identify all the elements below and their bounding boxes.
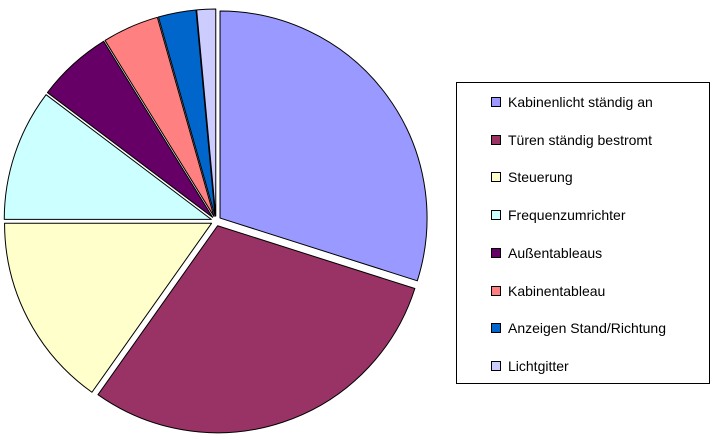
- legend-item: Anzeigen Stand/Richtung: [491, 319, 666, 337]
- legend-item: Türen ständig bestromt: [491, 131, 652, 149]
- legend-swatch: [491, 210, 501, 221]
- legend-label: Frequenzumrichter: [508, 207, 626, 224]
- legend-label: Anzeigen Stand/Richtung: [508, 320, 666, 337]
- legend-swatch: [491, 323, 501, 334]
- legend-item: Lichtgitter: [491, 357, 569, 375]
- pie-slice-8: [196, 8, 217, 217]
- pie-chart: [3, 8, 428, 434]
- pie-slice-2: [97, 225, 416, 434]
- legend-swatch: [491, 360, 501, 371]
- pie-slice-3: [4, 222, 213, 393]
- pie-slice-7: [157, 9, 216, 217]
- pie-slice-6: [104, 16, 215, 217]
- legend-label: Kabinentableau: [508, 282, 606, 299]
- pie-slice-4: [3, 94, 212, 220]
- legend-item: Kabinentableau: [491, 282, 605, 300]
- legend-swatch: [491, 97, 501, 107]
- legend-item: Frequenzumrichter: [491, 206, 626, 224]
- legend-swatch: [491, 172, 501, 183]
- legend: Kabinenlicht ständig an Türen ständig bes…: [456, 82, 710, 384]
- legend-swatch: [491, 134, 501, 145]
- legend-item: Steuerung: [491, 168, 573, 186]
- legend-label: Türen ständig bestromt: [508, 131, 652, 148]
- legend-label: Kabinenlicht ständig an: [508, 94, 653, 110]
- legend-label: Steuerung: [508, 169, 573, 186]
- pie-slice-5: [46, 40, 214, 218]
- legend-item: Außentableaus: [491, 244, 602, 262]
- pie-slice-1: [219, 10, 428, 282]
- legend-label: Außentableaus: [508, 244, 603, 261]
- legend-swatch: [491, 247, 501, 258]
- legend-swatch: [491, 285, 501, 296]
- legend-item: Kabinenlicht ständig an: [491, 93, 653, 111]
- legend-label: Lichtgitter: [508, 357, 569, 374]
